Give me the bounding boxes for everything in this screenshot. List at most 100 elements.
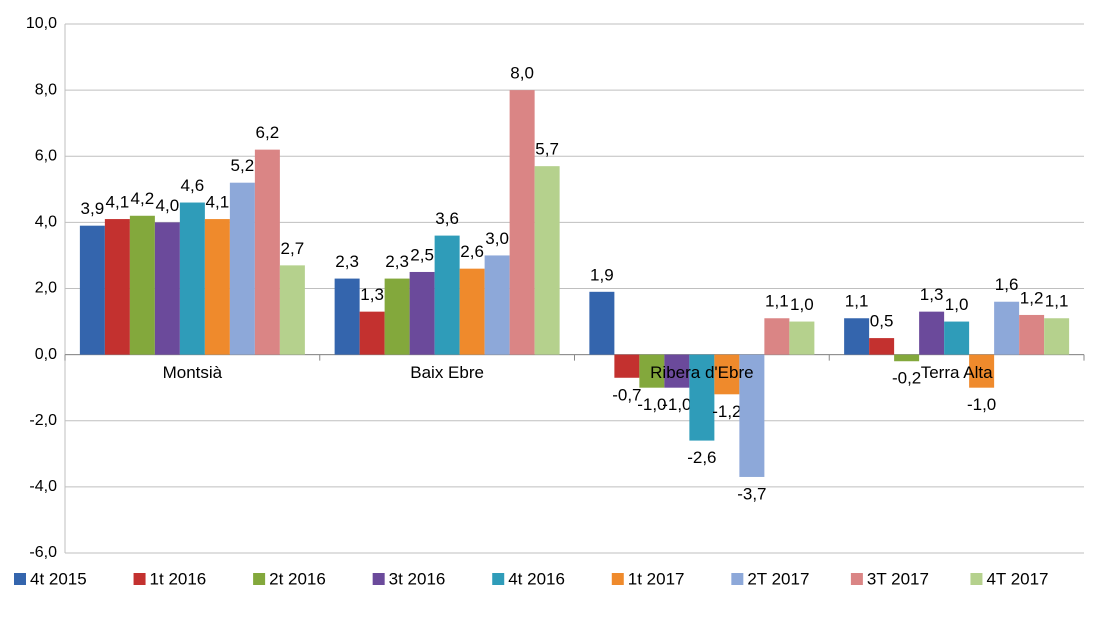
legend-swatch [253,573,266,585]
bar [254,149,280,355]
data-label: -0,2 [892,369,921,388]
legend-label: 4t 2016 [508,569,565,588]
bar [204,219,230,355]
bar [279,265,305,355]
bar [919,311,945,355]
data-label: 6,2 [256,123,280,142]
data-label: -1,0 [967,395,996,414]
data-label: 1,3 [920,285,944,304]
legend-label: 3T 2017 [867,569,929,588]
data-label: 5,7 [535,140,559,159]
data-label: 2,7 [281,239,305,258]
data-label: 3,6 [435,209,459,228]
data-label: 2,3 [385,252,409,271]
data-label: 4,0 [156,196,180,215]
bar [534,166,560,355]
legend-label: 2T 2017 [747,569,809,588]
data-label: 2,5 [410,245,434,264]
data-label: 8,0 [510,64,534,83]
data-label: 4,1 [106,193,130,212]
data-label: 0,5 [870,312,894,331]
bar [589,291,615,355]
bar [639,354,665,388]
bar [434,235,460,355]
data-label: 1,1 [765,292,789,311]
bar [1019,314,1045,355]
bar [844,318,870,355]
data-label: 1,1 [1045,292,1069,311]
bar [944,321,970,355]
bar [154,222,180,355]
bar [459,268,485,355]
legend-label: 1t 2017 [628,569,685,588]
bar [334,278,360,355]
data-label: 2,6 [460,242,484,261]
bar [994,301,1020,355]
legend-swatch [731,573,744,585]
bar [409,271,435,355]
y-tick-label: 0,0 [35,346,57,363]
legend-label: 3t 2016 [389,569,446,588]
legend-swatch [611,573,624,585]
y-tick-label: 4,0 [35,214,57,231]
legend-swatch [372,573,385,585]
data-label: -0,7 [612,385,641,404]
legend-label: 4T 2017 [986,569,1048,588]
bar [484,255,510,355]
bar [79,225,105,355]
legend-label: 1t 2016 [150,569,207,588]
data-label: -1,0 [662,395,691,414]
bar [714,354,740,395]
data-label: 4,6 [181,176,205,195]
bar [359,311,385,355]
bar [229,182,255,355]
x-tick-label: Ribera d'Ebre [650,363,753,382]
bar [1044,318,1070,355]
bar [104,219,130,355]
legend-swatch [492,573,505,585]
y-tick-label: -4,0 [29,478,57,495]
data-label: 1,9 [590,265,614,284]
bar [179,202,205,355]
y-tick-label: -6,0 [29,544,57,561]
data-label: 5,2 [231,156,255,175]
data-label: 4,2 [131,189,155,208]
legend-swatch [14,573,26,585]
y-tick-label: 2,0 [35,280,57,297]
data-label: 1,1 [845,292,869,311]
x-tick-label: Terra Alta [921,363,993,382]
data-label: -1,2 [712,402,741,421]
data-label: -1,0 [637,395,666,414]
bar [689,354,715,441]
data-label: 1,2 [1020,288,1044,307]
data-label: 4,1 [206,193,230,212]
data-label: -3,7 [737,484,766,503]
legend-swatch [970,573,983,585]
legend-swatch [133,573,146,585]
data-label: 1,6 [995,275,1019,294]
data-label: 3,9 [81,199,105,218]
data-label: -2,6 [687,448,716,467]
data-label: 1,3 [360,285,384,304]
bar [894,354,920,362]
bar [384,278,410,355]
x-tick-label: Montsià [163,363,223,382]
bar [789,321,815,355]
data-label: 2,3 [335,252,359,271]
bar [614,354,640,378]
data-label: 1,0 [790,295,814,314]
bar [969,354,995,388]
legend-swatch [850,573,863,585]
bar [664,354,690,388]
x-tick-label: Baix Ebre [410,363,484,382]
bar [129,215,155,355]
data-label: 1,0 [945,295,969,314]
bar [764,318,790,355]
y-tick-label: 6,0 [35,147,57,164]
data-label: 3,0 [485,229,509,248]
y-tick-label: 8,0 [35,81,57,98]
legend-label: 4t 2015 [30,569,87,588]
bar [739,354,765,477]
y-tick-label: 10,0 [26,15,57,32]
